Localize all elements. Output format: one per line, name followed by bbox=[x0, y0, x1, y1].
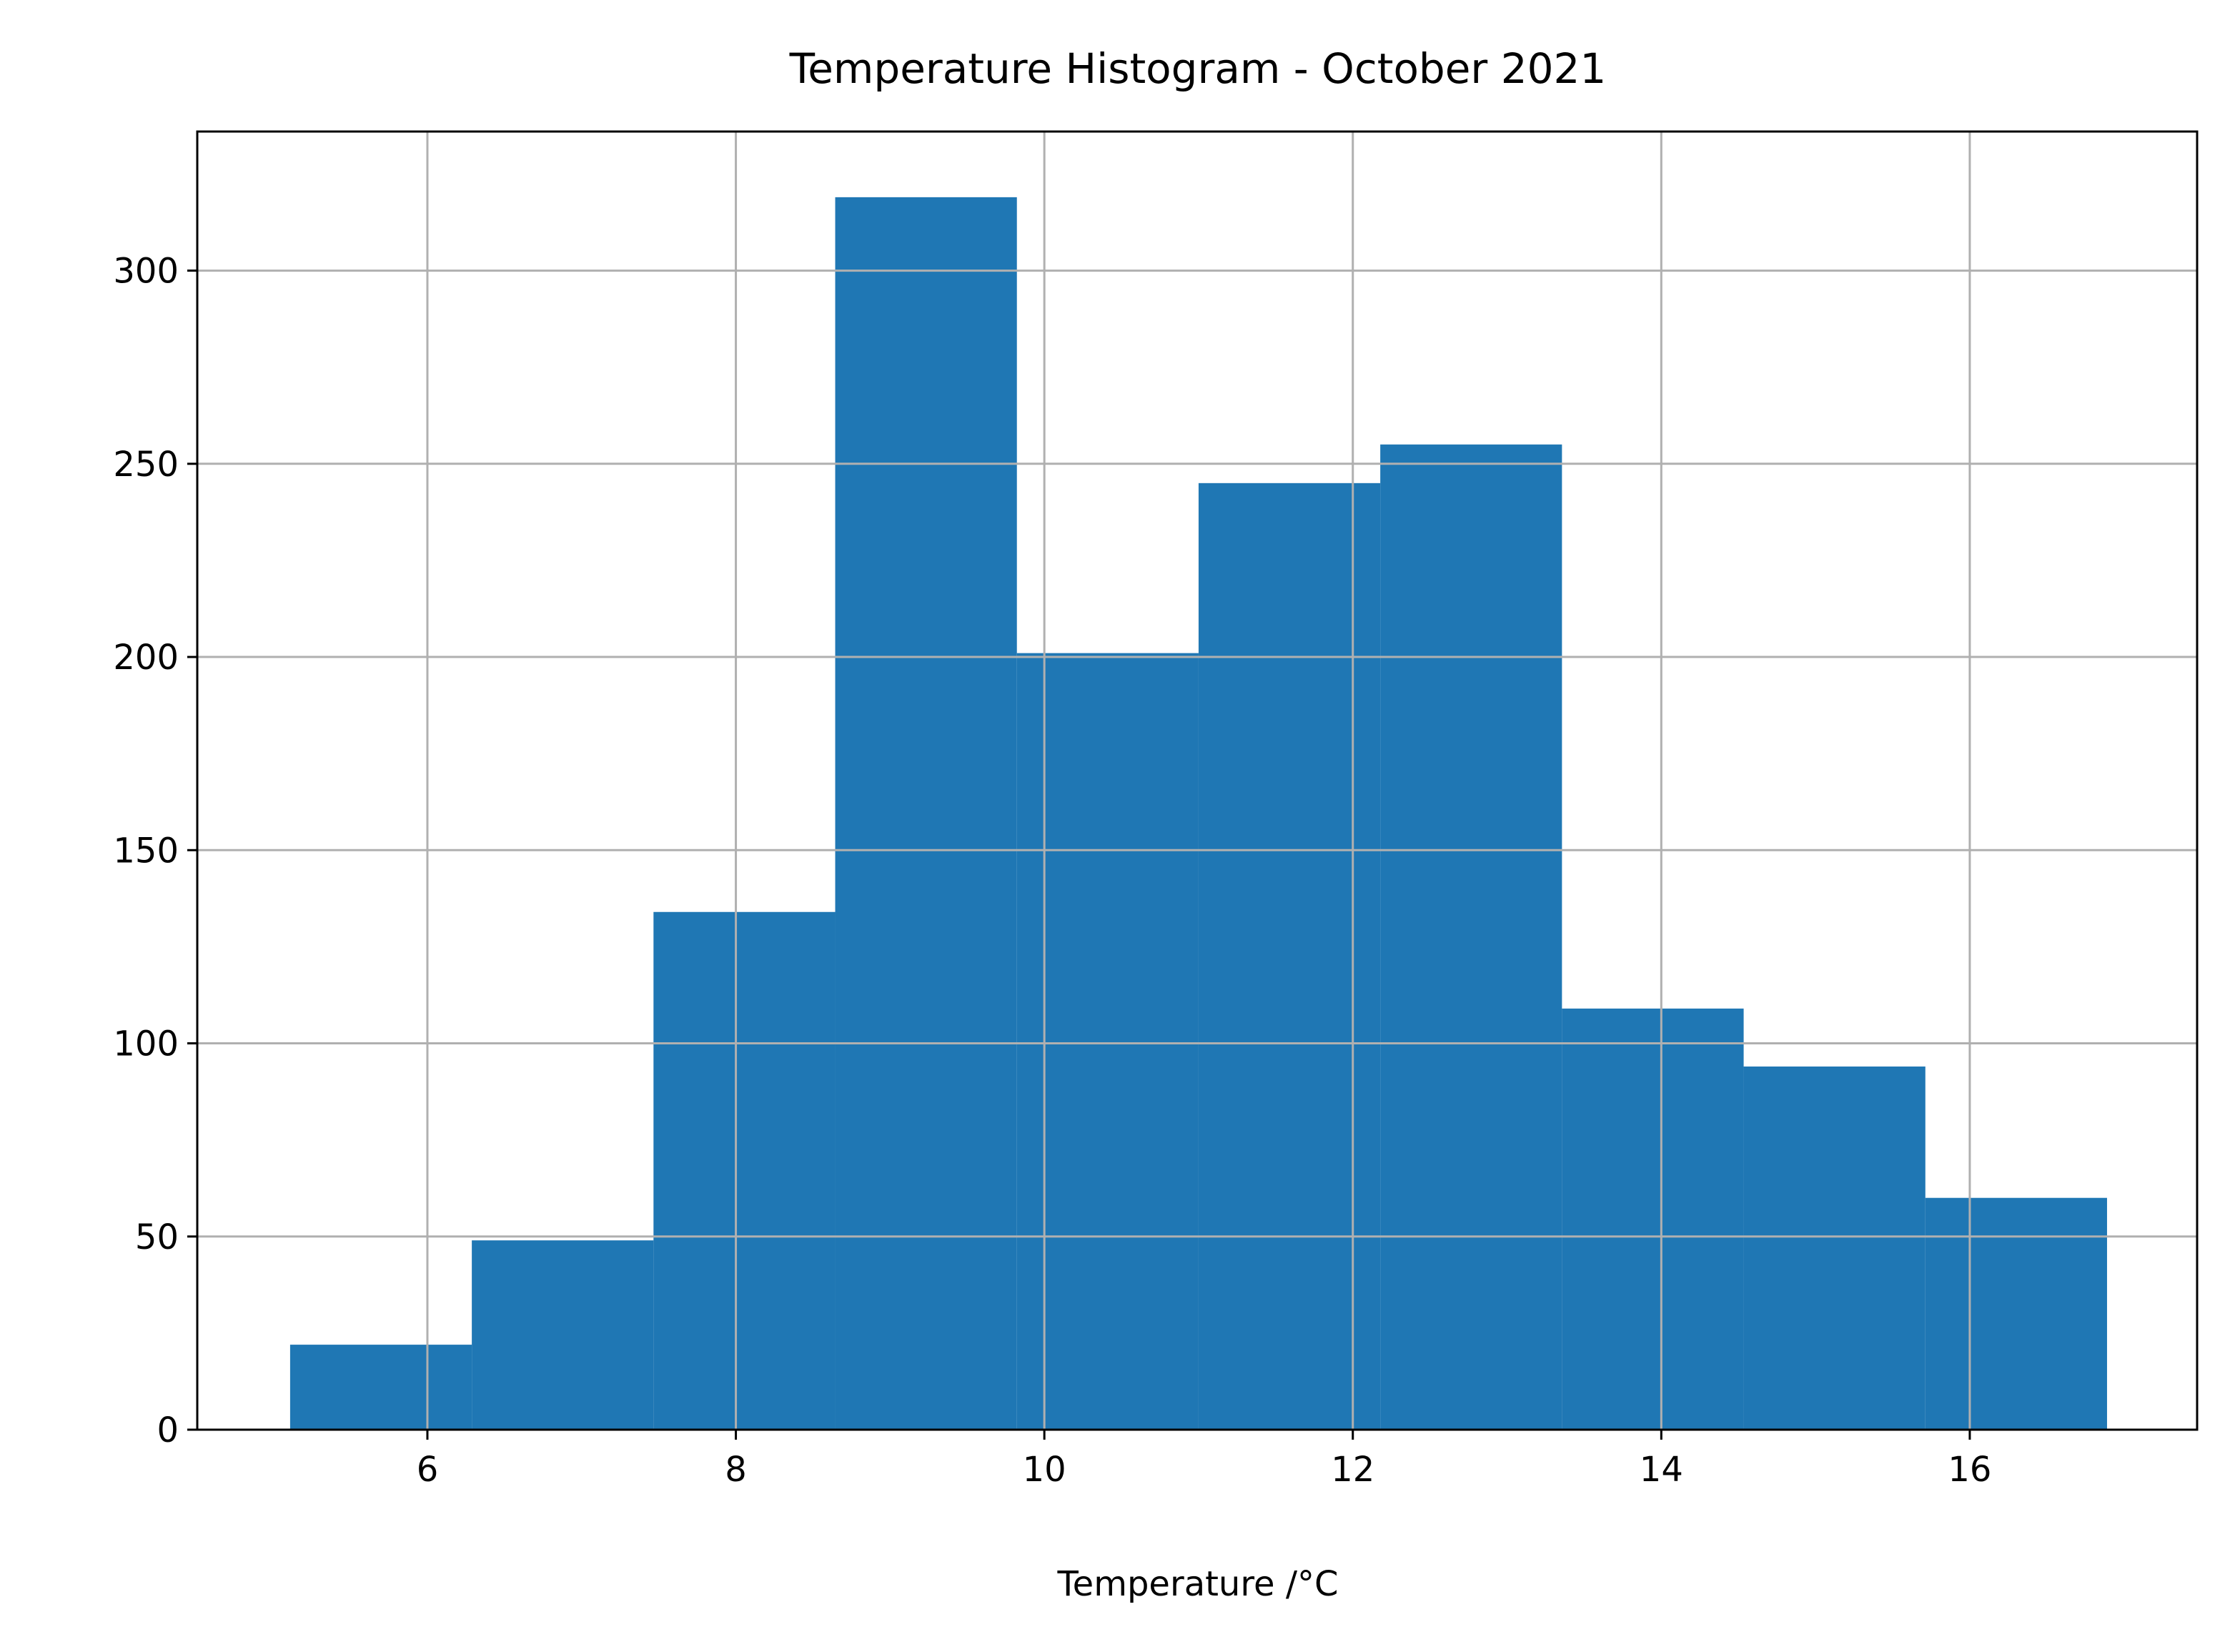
bar bbox=[1016, 653, 1199, 1430]
x-tick-label: 8 bbox=[725, 1450, 747, 1490]
x-tick-label: 16 bbox=[1948, 1450, 1991, 1490]
x-tick-label: 14 bbox=[1640, 1450, 1683, 1490]
axes-frame bbox=[196, 130, 2199, 1431]
y-tick-label: 200 bbox=[113, 638, 179, 678]
bar bbox=[1198, 483, 1381, 1430]
bar bbox=[1743, 1066, 1926, 1430]
bar bbox=[835, 197, 1017, 1430]
y-tick-label: 0 bbox=[157, 1410, 179, 1450]
y-tick-label: 300 bbox=[113, 252, 179, 292]
bar bbox=[289, 1345, 472, 1430]
bar bbox=[472, 1240, 654, 1430]
x-tick-label: 12 bbox=[1331, 1450, 1374, 1490]
bar bbox=[1562, 1008, 1744, 1430]
x-axis-label: Temperature /°C bbox=[1057, 1564, 1339, 1604]
x-tick-label: 6 bbox=[417, 1450, 439, 1490]
y-tick-label: 50 bbox=[135, 1217, 179, 1257]
x-tick-label: 10 bbox=[1023, 1450, 1066, 1490]
bar bbox=[653, 911, 836, 1430]
bar bbox=[1380, 444, 1562, 1430]
bar bbox=[1925, 1197, 2107, 1430]
y-tick-label: 100 bbox=[113, 1024, 179, 1064]
y-tick-label: 250 bbox=[113, 445, 179, 485]
y-tick-label: 150 bbox=[113, 831, 179, 871]
chart-title: Temperature Histogram - October 2021 bbox=[789, 44, 1607, 93]
